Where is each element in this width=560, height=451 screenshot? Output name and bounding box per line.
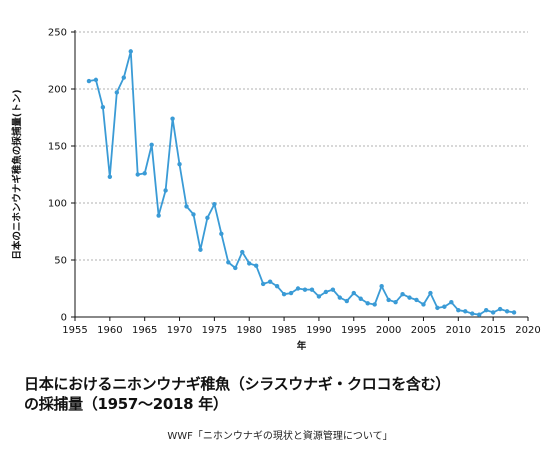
x-tick-label: 1975 — [202, 325, 227, 336]
data-point — [463, 309, 468, 314]
data-point — [407, 295, 412, 300]
data-point — [316, 294, 322, 299]
axes — [71, 30, 529, 321]
data-point — [267, 279, 273, 284]
x-tick-label: 2005 — [411, 325, 436, 336]
data-point — [470, 311, 475, 316]
data-point — [351, 290, 356, 296]
x-tick-label: 2015 — [480, 325, 505, 336]
y-tick-label: 150 — [48, 142, 67, 153]
data-point — [337, 295, 343, 300]
data-point — [449, 299, 454, 305]
x-tick-label: 1955 — [62, 325, 87, 336]
data-point — [100, 105, 106, 110]
y-tick-label: 100 — [48, 199, 67, 210]
data-point — [379, 284, 384, 289]
data-point — [477, 312, 482, 317]
data-point — [414, 297, 419, 303]
x-axis-title: 年 — [297, 340, 307, 352]
data-point — [344, 298, 349, 304]
data-point — [184, 204, 189, 209]
x-tick-label: 1960 — [97, 325, 122, 336]
data-point — [93, 77, 99, 83]
data-point — [274, 284, 280, 289]
data-point — [365, 301, 370, 306]
data-point — [372, 302, 377, 307]
data-point — [135, 172, 140, 177]
data-point — [107, 174, 113, 179]
data-point — [177, 162, 182, 167]
data-point — [226, 260, 231, 265]
x-tick-label: 1965 — [132, 325, 157, 336]
data-point — [121, 75, 126, 80]
y-axis-title: 日本のニホンウナギ稚魚の採捕量(トン) — [11, 89, 23, 259]
data-point — [504, 309, 510, 314]
data-point — [386, 297, 391, 303]
data-point — [198, 247, 203, 252]
data-point — [114, 90, 120, 95]
data-point — [170, 116, 175, 121]
data-point — [497, 306, 503, 312]
data-point — [156, 213, 161, 218]
data-point — [421, 302, 426, 307]
figure-caption: 日本におけるニホンウナギ稚魚（シラスウナギ・クロコを含む） の採捕量（1957〜… — [24, 374, 554, 414]
gridlines — [75, 31, 528, 261]
data-point — [393, 299, 398, 305]
line-chart: 0 50 100 150 200 250 1955 1960 1965 1970 1975 1980 1… — [11, 28, 541, 353]
x-tick-label: 1990 — [306, 325, 331, 336]
data-point — [247, 261, 252, 266]
data-series — [86, 49, 517, 317]
data-point — [309, 287, 315, 292]
data-point — [400, 292, 405, 297]
x-tick-label: 1995 — [341, 325, 366, 336]
data-point — [442, 304, 447, 309]
caption-source: WWF「ニホンウナギの現状と資源管理について」 — [167, 431, 393, 442]
data-point — [163, 188, 168, 193]
data-point — [191, 212, 196, 217]
x-tick-label: 1980 — [237, 325, 262, 336]
y-tick-label: 250 — [48, 28, 67, 39]
y-tick-label: 0 — [61, 313, 67, 324]
data-point — [260, 281, 266, 287]
data-point — [149, 142, 154, 148]
data-point — [483, 307, 489, 313]
data-point — [240, 249, 245, 255]
data-point — [302, 287, 308, 292]
data-point — [205, 215, 210, 221]
data-point — [86, 78, 92, 84]
data-point — [428, 290, 433, 296]
data-point — [456, 307, 461, 313]
data-point — [490, 310, 496, 315]
data-point — [323, 289, 329, 295]
data-point — [219, 231, 224, 236]
tick-labels: 0 50 100 150 200 250 1955 1960 1965 1970 1975 1980 1… — [48, 28, 541, 337]
caption-line-1: 日本におけるニホンウナギ稚魚（シラスウナギ・クロコを含む） — [24, 375, 451, 393]
caption-line-2: の採捕量（1957〜2018 年） — [24, 395, 228, 413]
data-point — [511, 310, 517, 315]
x-tick-label: 2010 — [446, 325, 471, 336]
y-tick-label: 200 — [48, 85, 67, 96]
x-tick-label: 1970 — [167, 325, 192, 336]
x-tick-label: 1985 — [271, 325, 296, 336]
data-point — [128, 49, 133, 54]
data-point — [288, 290, 294, 296]
series-line — [88, 50, 515, 316]
data-point — [435, 305, 440, 311]
data-point — [142, 171, 147, 176]
data-point — [233, 265, 238, 271]
data-point — [212, 201, 217, 207]
data-point — [254, 263, 259, 268]
data-point — [358, 296, 363, 301]
x-tick-label: 2020 — [515, 325, 540, 336]
x-tick-label: 2000 — [376, 325, 401, 336]
data-point — [330, 287, 336, 292]
data-point — [295, 286, 301, 291]
data-point — [281, 292, 287, 297]
y-tick-label: 50 — [54, 256, 67, 267]
